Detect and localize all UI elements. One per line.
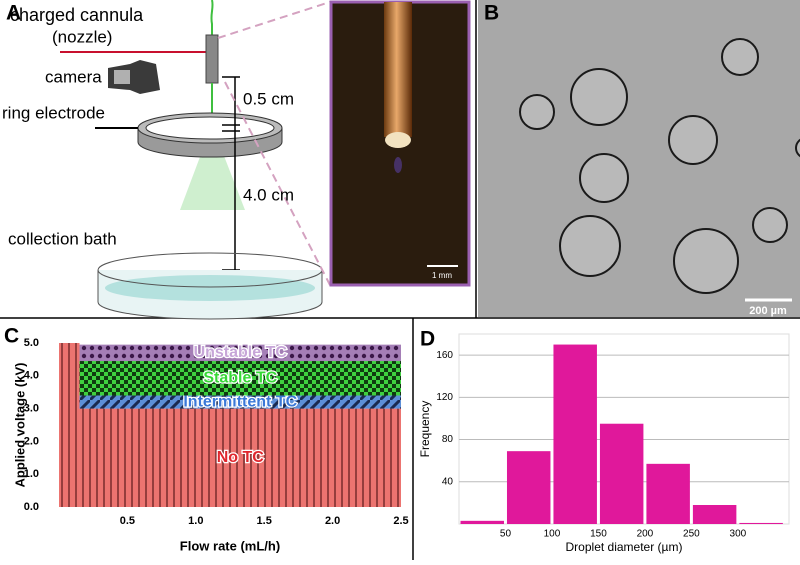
y-tick-label: 160 [436, 350, 453, 361]
x-tick-label: 100 [544, 529, 561, 540]
region-pattern [79, 361, 402, 396]
y-tick-label: 1.0 [24, 468, 39, 480]
region-label: No TC [217, 449, 265, 466]
label: 4.0 cm [243, 185, 294, 204]
label: ring electrode [2, 103, 105, 122]
y-axis-label: Frequency [418, 401, 432, 458]
x-tick-label: 1.0 [188, 515, 203, 527]
y-tick-label: 2.0 [24, 435, 39, 447]
bar [646, 463, 690, 524]
scale-label: 1 mm [432, 271, 452, 280]
x-tick-label: 250 [683, 529, 700, 540]
panel-label: B [484, 2, 499, 25]
x-tick-label: 2.5 [393, 515, 408, 527]
bar [506, 451, 551, 524]
region-pattern [79, 344, 402, 362]
x-axis-label: Flow rate (mL/h) [180, 538, 280, 553]
region-pattern [59, 343, 80, 507]
label: (nozzle) [52, 27, 112, 46]
x-tick-label: 300 [730, 529, 747, 540]
label: 0.5 cm [243, 89, 294, 108]
label: charged cannula [10, 5, 144, 25]
y-tick-label: 80 [442, 434, 454, 445]
region-label: Stable TC [203, 369, 277, 386]
x-tick-label: 0.5 [120, 515, 135, 527]
bar [739, 522, 783, 524]
panel-label: C [4, 325, 19, 348]
y-tick-label: 0.0 [24, 501, 39, 513]
x-tick-label: 50 [500, 529, 512, 540]
label: camera [45, 67, 102, 86]
y-tick-label: 40 [442, 476, 454, 487]
x-axis-label: Droplet diameter (µm) [566, 540, 683, 554]
x-tick-label: 200 [637, 529, 654, 540]
region-label: Intermittent TC [183, 393, 297, 410]
y-tick-label: 3.0 [24, 403, 39, 415]
bar [692, 505, 737, 524]
x-tick-label: 2.0 [325, 515, 340, 527]
label: collection bath [8, 229, 117, 248]
panel-label: D [420, 328, 435, 351]
region-pattern [79, 408, 402, 507]
y-tick-label: 4.0 [24, 370, 39, 382]
region-label: Unstable TC [194, 344, 288, 361]
x-tick-label: 1.5 [257, 515, 272, 527]
region-pattern [79, 395, 402, 409]
y-axis-label: Applied voltage (kV) [12, 363, 27, 488]
bar [460, 520, 504, 524]
scale-label: 200 µm [749, 305, 787, 317]
micrograph: 200 µm [478, 0, 800, 317]
y-tick-label: 5.0 [24, 337, 39, 349]
x-tick-label: 150 [590, 529, 607, 540]
panel-label: A [6, 2, 21, 25]
y-tick-label: 120 [436, 392, 453, 403]
bar [599, 423, 644, 524]
bar [553, 344, 597, 524]
schematic: charged cannula (nozzle) camera ring ele… [2, 0, 471, 320]
